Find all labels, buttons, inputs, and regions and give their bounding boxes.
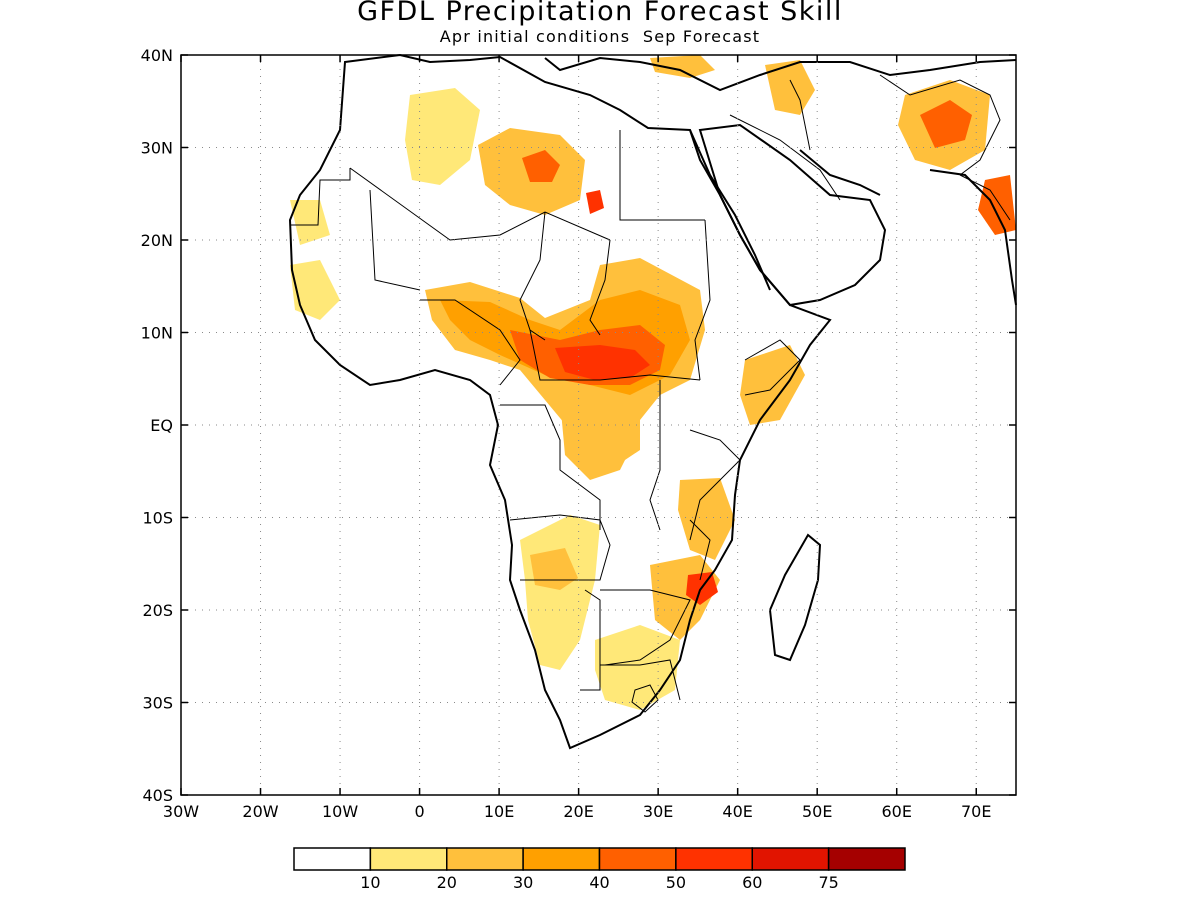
skill-fill-layer (290, 55, 1016, 710)
y-tick-label: EQ (150, 416, 173, 435)
colorbar-label: 20 (437, 873, 457, 892)
skill-region-central-africa-max (555, 345, 650, 380)
border-iraq-iran (789, 79, 811, 151)
x-tick-label: 10W (322, 802, 358, 821)
border-sahara-west (290, 168, 351, 226)
colorbar-swatch (598, 847, 677, 871)
x-tick-label: 10E (484, 802, 514, 821)
border-congo (500, 404, 601, 530)
colorbar-label: 60 (742, 873, 762, 892)
africa-coastline (288, 53, 832, 750)
skill-region-congo-basin (560, 395, 640, 480)
colorbar-label: 75 (818, 873, 838, 892)
colorbar-label: 10 (360, 873, 380, 892)
border-zambia-zimbabwe (600, 589, 691, 666)
skill-region-guinea (290, 260, 340, 320)
border-nigeria (420, 299, 521, 386)
y-tick-label: 40S (142, 786, 173, 805)
skill-region-tanzania (678, 478, 735, 560)
border-pakistan-india (959, 174, 1011, 221)
coastline-layer (288, 53, 1017, 750)
grid-layer (181, 55, 1016, 795)
x-tick-label: 20E (563, 802, 593, 821)
arabian-peninsula (698, 123, 887, 307)
europe-asia-coast (544, 56, 1017, 92)
colorbar-swatch (293, 847, 372, 871)
y-tick-label: 40N (141, 46, 173, 65)
border-angola (509, 514, 611, 581)
x-tick-label: 0 (414, 802, 424, 821)
x-tick-label: 20W (242, 802, 278, 821)
border-namibia-botswana (580, 589, 601, 691)
skill-region-mediterranean (650, 55, 715, 78)
x-tick-label: 70E (961, 802, 991, 821)
border-drc-east (649, 380, 661, 531)
border-saudi (729, 114, 841, 201)
border-niger-chad (519, 211, 546, 341)
border-south-africa (600, 659, 681, 701)
skill-region-south-africa (595, 625, 680, 710)
border-cameroon-car (529, 329, 701, 381)
colorbar-swatch (369, 847, 448, 871)
colorbar-label: 50 (666, 873, 686, 892)
skill-region-afghanistan-core (920, 100, 972, 148)
border-mauritania-mali (369, 189, 421, 291)
skill-region-india-coast (978, 175, 1016, 235)
border-mozambique (689, 519, 711, 581)
colorbar-label: 40 (589, 873, 609, 892)
x-tick-label: 30E (643, 802, 673, 821)
y-tick-label: 20N (141, 231, 173, 250)
red-sea-coast (689, 129, 771, 291)
y-tick-label: 30N (141, 139, 173, 158)
border-kenya-tanzania (689, 429, 741, 541)
border-libya-egypt (619, 130, 705, 221)
skill-region-iraq (765, 60, 815, 115)
border-algeria-mali (349, 167, 611, 241)
colorbar-swatch (751, 847, 830, 871)
colorbar-swatch (446, 847, 524, 871)
border-chad-sudan (589, 239, 611, 336)
persian-gulf (799, 149, 881, 196)
colorbar: 10 20 30 40 50 60 75 (293, 847, 906, 892)
colorbar-swatch (827, 847, 906, 871)
tick-layer (180, 54, 1016, 796)
x-tick-label: 30W (163, 802, 199, 821)
y-tick-label: 30S (142, 694, 173, 713)
skill-region-senegal (290, 200, 330, 245)
tick-label-layer: 30W 20W 10W 0 10E 20E 30E 40E 50E 60E 70E 40N 30N 20N… (141, 46, 992, 821)
border-afghanistan (879, 74, 1001, 176)
colorbar-swatch (675, 847, 753, 871)
colorbar-swatch (522, 847, 601, 871)
x-tick-label: 50E (802, 802, 832, 821)
skill-region-east-africa-coast (740, 345, 805, 425)
skill-region-northwest-africa (405, 88, 480, 185)
chart-subtitle: Apr initial conditions Sep Forecast (439, 27, 761, 46)
y-tick-label: 20S (142, 601, 173, 620)
border-ethiopia-somalia (744, 339, 801, 396)
x-tick-label: 40E (722, 802, 752, 821)
skill-region-algeria-libya-core (522, 150, 560, 182)
chart-title: GFDL Precipitation Forecast Skill (357, 0, 843, 27)
x-tick-label: 60E (881, 802, 911, 821)
madagascar (768, 533, 822, 662)
border-sudan-ethiopia (694, 219, 711, 381)
borders-layer (290, 74, 1011, 713)
skill-region-libya-spot (586, 190, 604, 214)
colorbar-label: 30 (513, 873, 533, 892)
y-tick-label: 10S (142, 509, 173, 528)
india-coast (929, 169, 1017, 306)
y-tick-label: 10N (141, 324, 173, 343)
border-lesotho (631, 684, 659, 713)
